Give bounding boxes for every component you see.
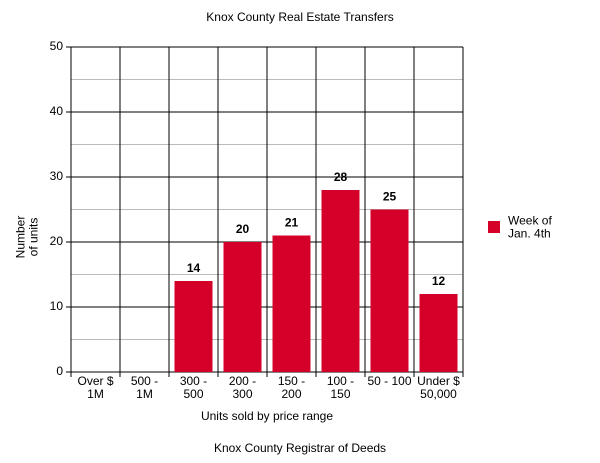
chart-title: Knox County Real Estate Transfers (206, 10, 393, 24)
x-tick-label: 50 - 100 (367, 374, 411, 388)
x-tick-label: Over $1M (77, 374, 113, 401)
y-tick-label: 20 (50, 234, 64, 248)
x-tick-label: 500 -1M (131, 374, 158, 401)
bar (419, 294, 458, 372)
bar (223, 242, 262, 372)
y-tick-label: 0 (56, 364, 63, 378)
x-tick-label: 100 -150 (327, 374, 354, 401)
y-tick-label: 50 (50, 39, 64, 53)
x-tick-label: 150 -200 (278, 374, 305, 401)
y-tick-label: 40 (50, 104, 64, 118)
value-label: 14 (187, 261, 201, 275)
legend-swatch (488, 221, 500, 233)
legend-label: Week of Jan. 4th (508, 214, 552, 241)
bar (321, 190, 360, 372)
value-label: 25 (383, 190, 397, 204)
value-label: 21 (285, 216, 299, 230)
x-axis-label: Units sold by price range (201, 409, 333, 423)
x-tick-label: 200 -300 (229, 374, 256, 401)
y-tick-label: 30 (50, 169, 64, 183)
value-label: 28 (334, 170, 348, 184)
x-tick-label: Under $50,000 (417, 374, 460, 401)
y-axis-label: Numberof units (14, 216, 41, 259)
x-tick-label: 300 -500 (180, 374, 207, 401)
value-label: 20 (236, 222, 250, 236)
y-tick-label: 10 (50, 299, 64, 313)
bar (370, 209, 409, 372)
footer: Knox County Registrar of Deeds (214, 441, 386, 455)
bar (272, 235, 311, 372)
value-label: 12 (432, 274, 446, 288)
bar (174, 281, 213, 372)
